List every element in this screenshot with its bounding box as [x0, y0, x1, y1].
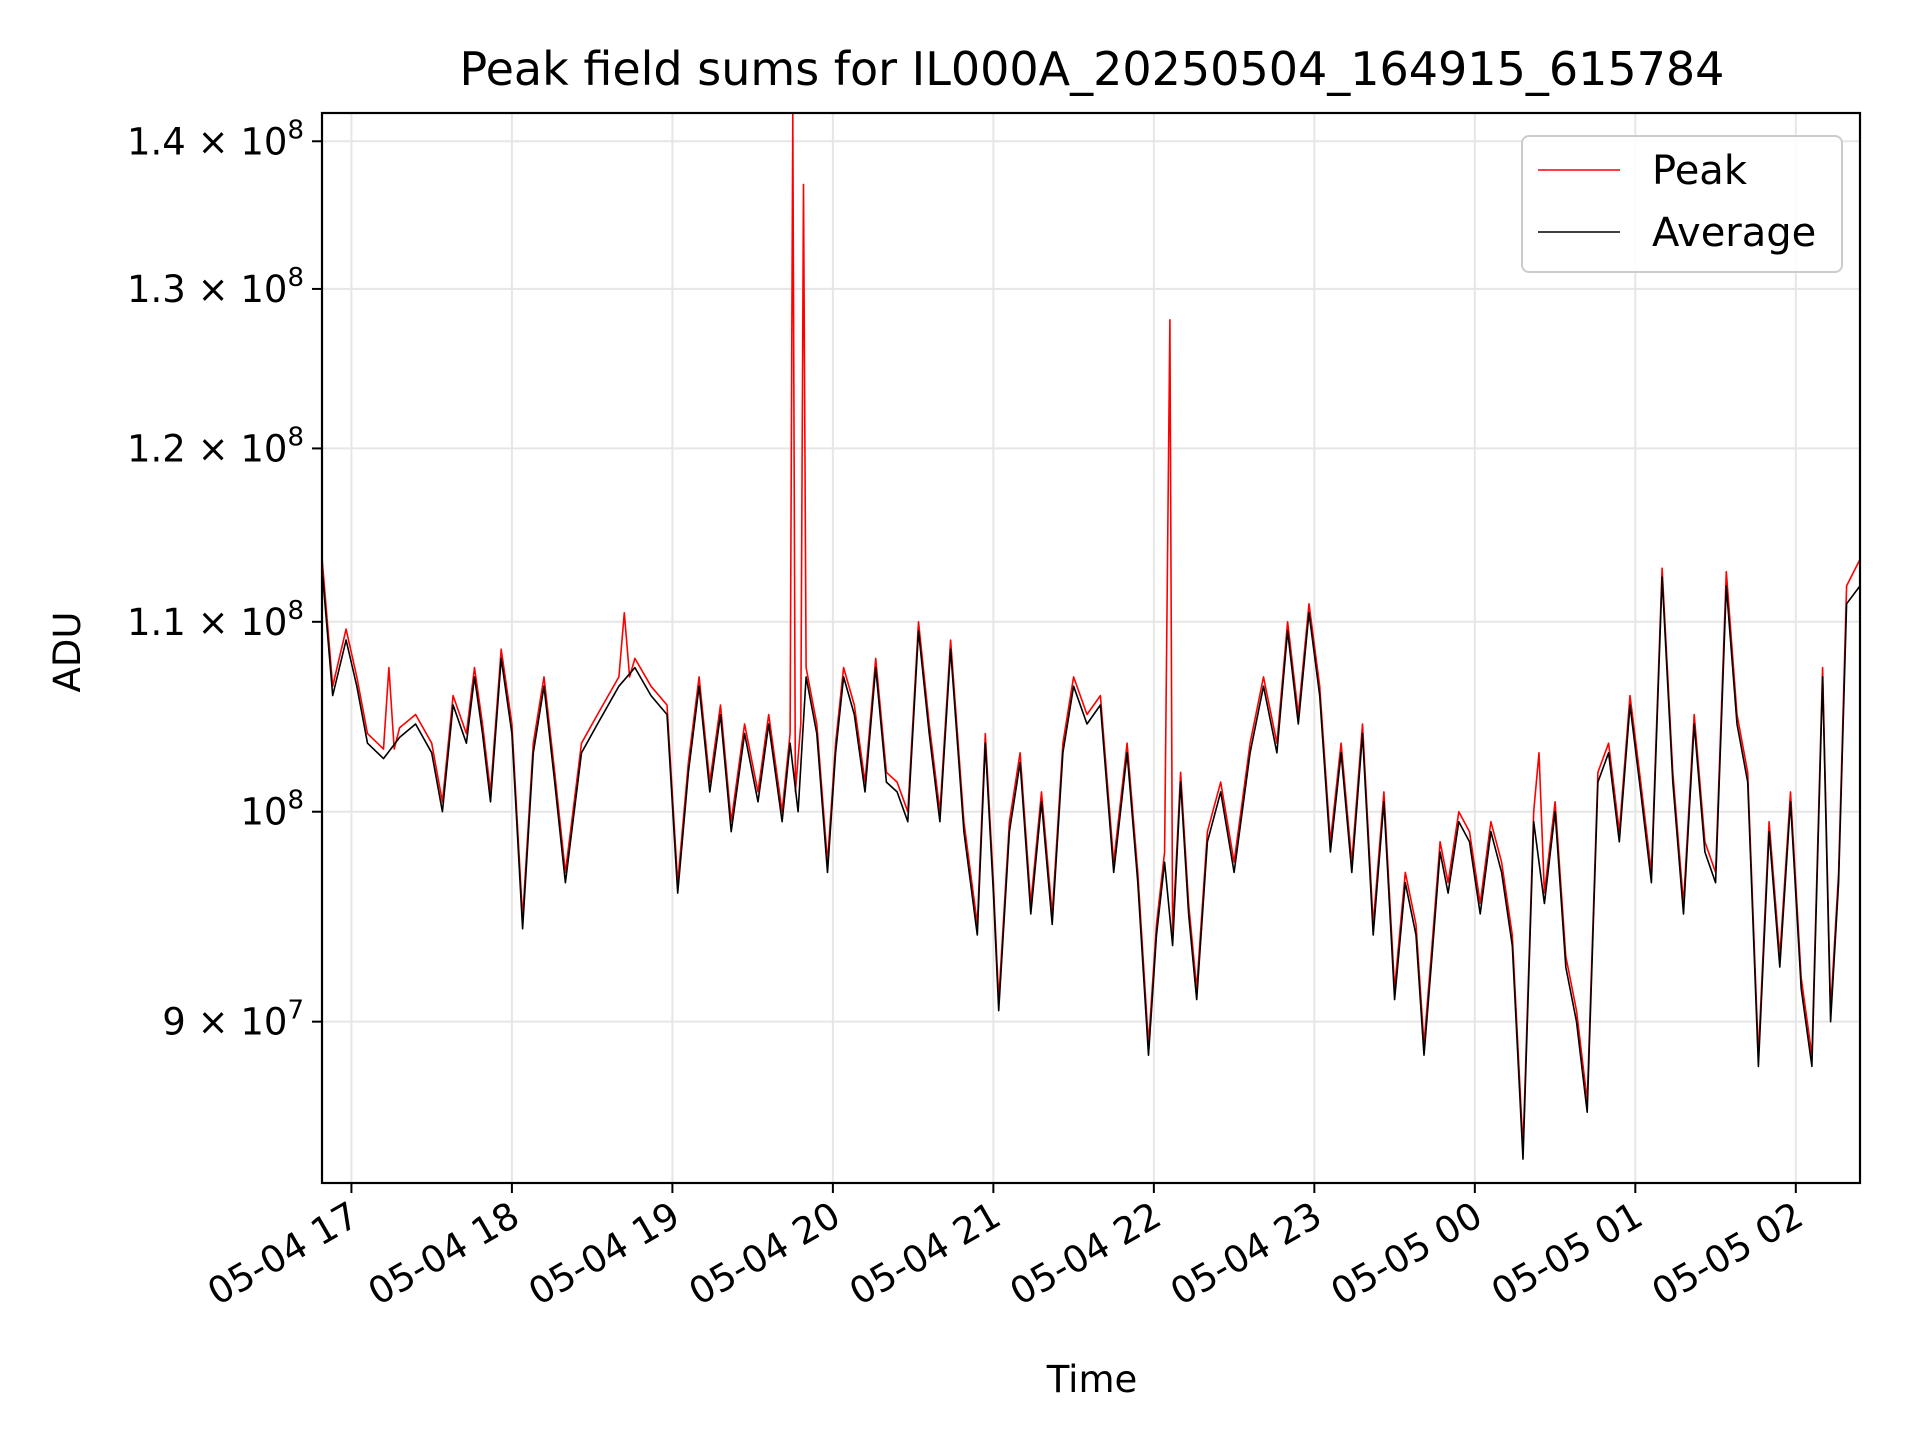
- y-tick-label: 1.2 × 108: [127, 422, 304, 470]
- legend-label-peak: Peak: [1652, 148, 1748, 194]
- series-layer: [322, 113, 1860, 1160]
- series-line-peak: [322, 113, 1860, 1149]
- grid: [322, 113, 1860, 1183]
- legend-label-average: Average: [1652, 210, 1816, 256]
- y-tick-label: 1.4 × 108: [127, 115, 304, 163]
- y-axis: 9 × 107 108 1.1 × 108 1.2 × 108 1.3 × 108 1.4…: [127, 115, 322, 1044]
- x-axis-label: Time: [1046, 1358, 1138, 1401]
- y-tick-label: 108: [240, 786, 304, 834]
- y-tick-label: 1.3 × 108: [127, 263, 304, 311]
- y-tick-label: 1.1 × 108: [127, 596, 304, 644]
- series-line-average: [322, 568, 1860, 1160]
- chart-title: Peak field sums for IL000A_20250504_1649…: [460, 42, 1725, 96]
- legend: Peak Average: [1521, 135, 1843, 273]
- y-axis-label: ADU: [46, 612, 89, 693]
- plot-frame: [320, 111, 1862, 1185]
- y-tick-label: 9 × 107: [162, 996, 304, 1044]
